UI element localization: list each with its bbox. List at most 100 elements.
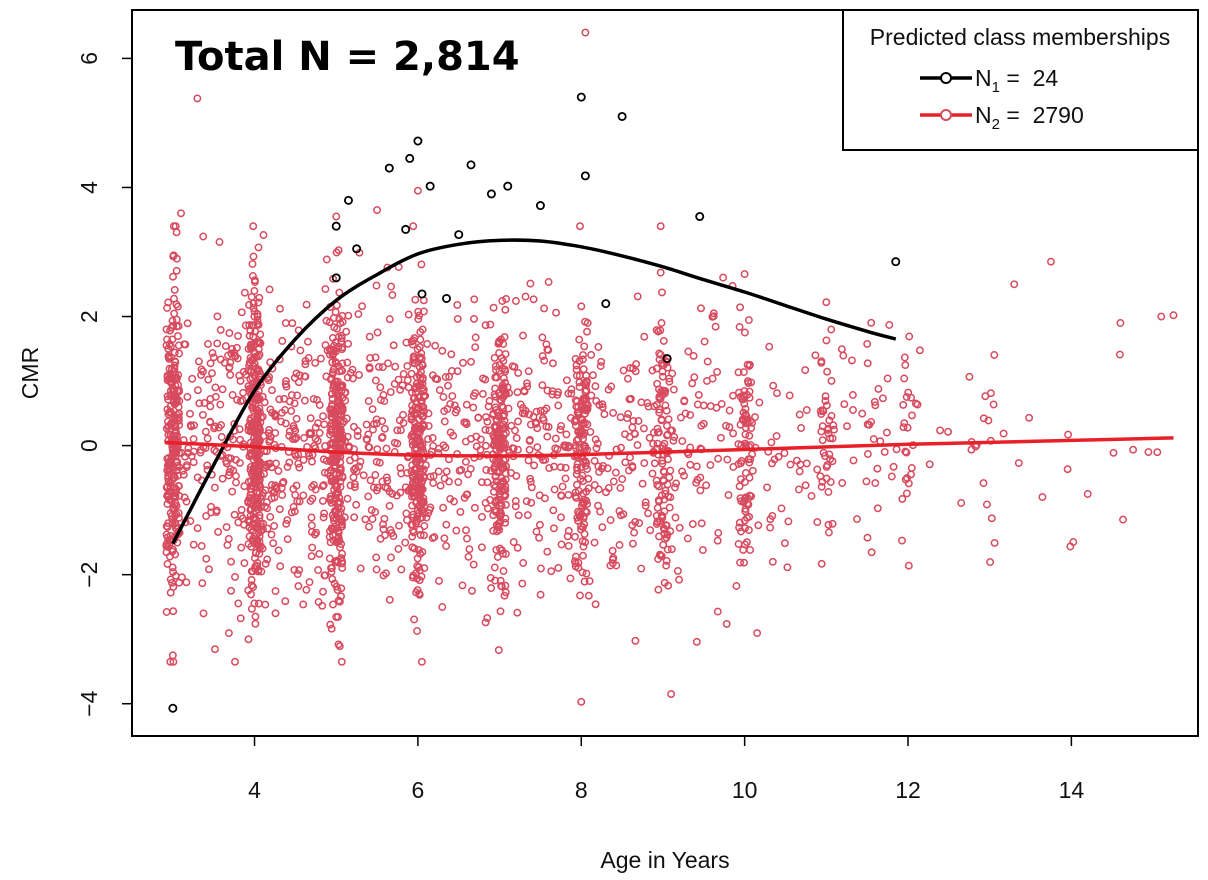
n2-point [755,398,764,407]
n2-point [626,453,634,462]
n2-point [883,374,892,383]
n2-point [735,323,744,331]
n2-point [554,563,563,572]
n2-point [411,295,420,304]
n2-point [450,401,459,410]
n2-point [275,505,284,514]
n2-point [575,371,584,380]
legend-n1-base: N [975,65,992,91]
n2-point [261,559,270,568]
n2-point [547,567,556,576]
n2-point [163,335,171,344]
n2-point [648,366,657,375]
n2-point [986,389,995,398]
n2-point [591,600,600,609]
n2-point [218,385,227,394]
n2-point [1129,445,1138,454]
n2-point [482,413,490,422]
n2-point [817,357,826,366]
n2-point [481,321,490,330]
n2-point [807,492,816,500]
n2-point [328,428,336,437]
n2-point [418,325,427,334]
n2-point [267,530,276,539]
n2-point [205,565,213,574]
n2-point [183,392,192,401]
n2-point [454,478,463,487]
n2-point [250,554,259,563]
n2-point [251,452,260,460]
n2-point [438,346,447,355]
n2-point [990,538,999,547]
n2-point [318,496,327,505]
n2-point [296,346,305,355]
n2-point [399,418,408,427]
n2-point [174,341,183,350]
n2-point [385,315,394,324]
n2-point [504,446,513,455]
n2-point [640,332,649,341]
n1-point [331,221,341,231]
n2-point [490,439,499,448]
n2-point [364,397,373,406]
n2-point [431,341,440,350]
n2-point [511,426,519,435]
n2-point [230,351,239,360]
n2-point [378,477,387,486]
n1-point [695,212,705,222]
n2-point [337,554,346,563]
y-tick-label: 4 [76,181,102,194]
n2-point [417,396,426,405]
n2-point [335,642,344,651]
n2-point [722,619,731,628]
n2-point [822,298,831,307]
n2-point [308,543,317,552]
n2-point [211,422,220,431]
n2-point [1157,312,1166,321]
n2-point [580,577,589,586]
n2-point [416,503,425,512]
n2-point [838,479,847,487]
n2-point [271,411,280,420]
n2-point [327,567,336,576]
n1-point [417,289,427,299]
n2-point [862,477,871,486]
n2-point [502,295,511,303]
n2-point [463,534,471,543]
n2-point [596,362,605,370]
n2-point [246,344,255,353]
n2-point [520,387,529,396]
n2-point [164,460,173,469]
n2-point [500,333,509,342]
n2-point [633,441,642,450]
n2-point [321,285,330,294]
n2-point [428,434,437,442]
n2-point [189,540,198,549]
n1-point [891,257,901,267]
n2-point [495,467,503,476]
n2-point [548,359,557,368]
n2-point [244,366,253,375]
n2-point [871,479,880,488]
n2-point [1064,430,1073,439]
n2-point [387,553,395,562]
n2-point [253,535,262,544]
n2-point [801,366,810,375]
n2-point [333,499,342,508]
n2-point [901,447,910,456]
n2-point [508,444,517,453]
n2-point [398,381,407,390]
n2-point [338,564,347,572]
n2-point [584,474,593,483]
n2-point [1069,538,1078,546]
n2-point [251,619,260,628]
n1-point [466,160,476,170]
n2-point [224,629,233,638]
n2-point [551,434,560,443]
n2-point [245,494,254,503]
n2-point [164,519,173,528]
n2-point [168,651,177,660]
n2-point [418,513,427,522]
n2-point [469,403,478,412]
n2-point [553,445,562,454]
